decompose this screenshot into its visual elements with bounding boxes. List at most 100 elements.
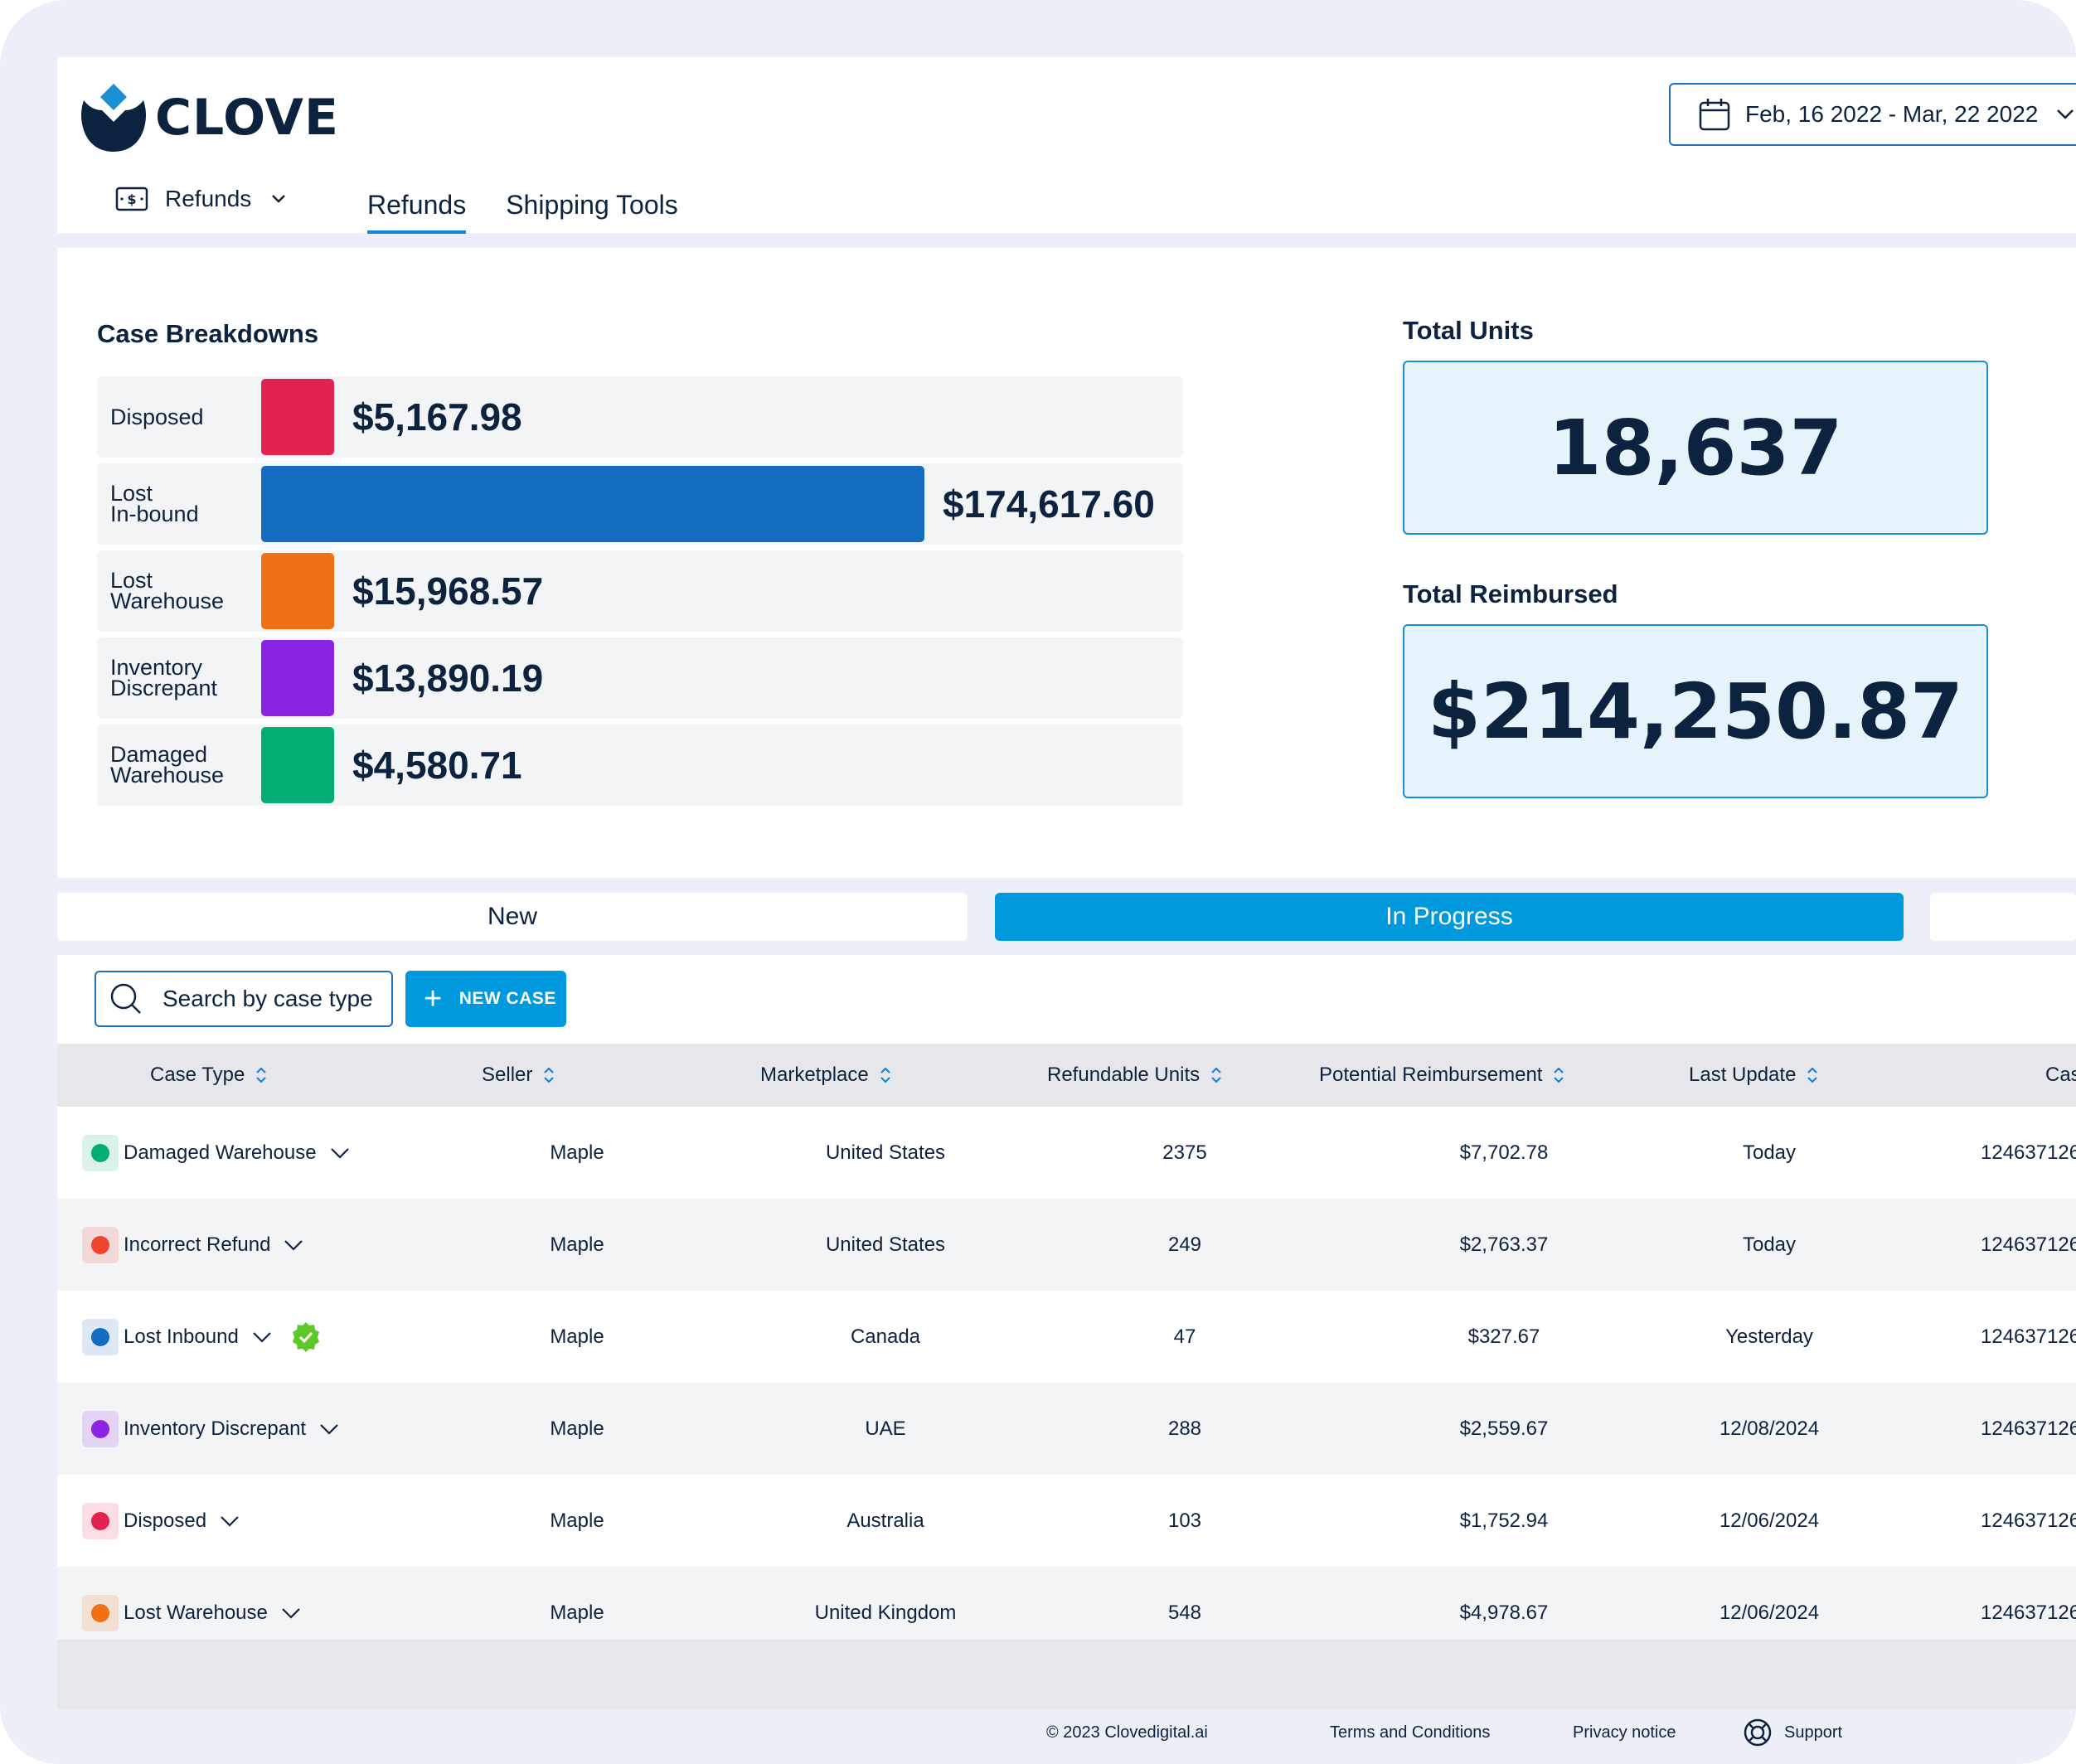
table-row[interactable]: Incorrect Refund Maple United States 249… [57, 1199, 2076, 1291]
terms-link[interactable]: Terms and Conditions [1330, 1723, 1491, 1742]
cell-seller: Maple [550, 1601, 604, 1624]
date-range-picker[interactable]: Feb, 16 2022 - Mar, 22 2022 [1669, 83, 2076, 146]
breakdown-value: $174,617.60 [943, 482, 1155, 526]
footer-copyright: © 2023 Clovedigital.ai [1046, 1718, 1208, 1747]
cell-case-type: Incorrect Refund [82, 1199, 303, 1291]
search-icon [110, 983, 141, 1014]
case-type-indicator [82, 1134, 119, 1171]
col-potential-reimbursement[interactable]: Potential Reimbursement [1319, 1044, 1565, 1107]
new-case-button[interactable]: + NEW CASE [405, 971, 566, 1027]
tab-new[interactable]: New [57, 893, 968, 941]
breakdown-bar [261, 727, 334, 803]
col-case-type[interactable]: Case Type [150, 1044, 268, 1107]
table-row[interactable]: Damaged Warehouse Maple United States 23… [57, 1107, 2076, 1199]
cell-marketplace: Canada [850, 1325, 921, 1348]
col-marketplace[interactable]: Marketplace [760, 1044, 892, 1107]
status-dot [91, 1603, 109, 1622]
cell-refundable-units: 47 [1173, 1325, 1196, 1348]
total-units-value: 18,637 [1403, 361, 1988, 535]
top-tabs: Refunds Shipping Tools [367, 190, 678, 234]
case-type-label: Disposed [124, 1509, 207, 1532]
summary-panel: Case Breakdowns Disposed $5,167.98 Lost … [57, 248, 2076, 878]
sort-icon [1807, 1067, 1818, 1083]
logo[interactable]: CLOVE [80, 82, 339, 153]
cell-potential-reimbursement: $7,702.78 [1459, 1141, 1549, 1164]
logo-text: CLOVE [155, 89, 339, 147]
case-type-label: Lost Warehouse [124, 1601, 268, 1624]
table-header: Case Type Seller Marketplace Refundable … [57, 1044, 2076, 1107]
cell-seller: Maple [550, 1141, 604, 1164]
breakdown-row-lost-warehouse: Lost Warehouse $15,968.57 [97, 550, 1183, 632]
tab-third[interactable] [1930, 893, 2076, 941]
breakdown-value: $4,580.71 [352, 744, 522, 787]
cell-case-type: Lost Warehouse [82, 1567, 301, 1659]
breakdown-row-lost-inbound: Lost In-bound $174,617.60 [97, 463, 1183, 545]
status-dot [91, 1327, 109, 1346]
cell-seller: Maple [550, 1509, 604, 1532]
case-type-label: Inventory Discrepant [124, 1417, 307, 1440]
total-reimbursed-value: $214,250.87 [1403, 624, 1988, 798]
search-input[interactable] [162, 986, 378, 1012]
search-box[interactable] [95, 971, 393, 1027]
plus-icon: + [424, 981, 443, 1016]
chevron-down-icon[interactable] [330, 1147, 350, 1159]
cases-table-panel: + NEW CASE Case Type Seller Marketplace … [57, 955, 2076, 1709]
cell-seller: Maple [550, 1233, 604, 1256]
cell-case-id: 124637126 [1981, 1325, 2076, 1348]
chevron-down-icon[interactable] [281, 1607, 301, 1619]
cell-case-type: Inventory Discrepant [82, 1383, 339, 1475]
table-row[interactable]: Disposed Maple Australia 103 $1,752.94 1… [57, 1475, 2076, 1567]
table-row[interactable]: Lost Inbound Maple Canada 47 $327.67 Yes… [57, 1291, 2076, 1383]
chevron-down-icon[interactable] [284, 1239, 303, 1251]
breakdown-label: Lost Warehouse [110, 568, 225, 613]
tab-in-progress[interactable]: In Progress [995, 893, 1904, 941]
footer-terms[interactable]: Terms and Conditions [1330, 1718, 1490, 1747]
cell-marketplace: Australia [846, 1509, 924, 1532]
breakdown-value: $15,968.57 [352, 569, 544, 613]
tab-refunds[interactable]: Refunds [367, 190, 467, 234]
table-footer [57, 1640, 2076, 1709]
col-last-update[interactable]: Last Update [1689, 1044, 1819, 1107]
app-header: CLOVE Feb, 16 2022 - Mar, 22 2022 $ Refu… [57, 57, 2076, 234]
breakdown-label: Lost In-bound [110, 481, 199, 526]
chevron-down-icon [272, 195, 286, 203]
table-row[interactable]: Inventory Discrepant Maple UAE 288 $2,55… [57, 1383, 2076, 1475]
col-label: Seller [482, 1064, 533, 1086]
cell-last-update: 12/06/2024 [1719, 1509, 1820, 1532]
copyright-text: © 2023 Clovedigital.ai [1046, 1723, 1208, 1742]
breakdown-bar [261, 553, 334, 629]
col-refundable-units[interactable]: Refundable Units [1047, 1044, 1223, 1107]
chevron-down-icon[interactable] [252, 1331, 272, 1343]
breakdown-bar [261, 466, 924, 542]
section-select-label: Refunds [165, 186, 252, 211]
privacy-link[interactable]: Privacy notice [1573, 1723, 1676, 1742]
total-units-title: Total Units [1403, 316, 1534, 345]
cell-refundable-units: 288 [1167, 1417, 1202, 1440]
breakdown-value: $13,890.19 [352, 657, 544, 700]
status-dot [91, 1143, 109, 1162]
tab-shipping-tools[interactable]: Shipping Tools [506, 190, 678, 220]
cell-refundable-units: 103 [1167, 1509, 1202, 1532]
cell-case-id: 124637126 [1981, 1509, 2076, 1532]
case-type-indicator [82, 1410, 119, 1447]
col-seller[interactable]: Seller [482, 1044, 555, 1107]
status-dot [91, 1235, 109, 1254]
section-select[interactable]: $ Refunds [115, 186, 286, 212]
svg-text:$: $ [127, 191, 136, 207]
breakdown-label: Damaged Warehouse [110, 742, 225, 788]
col-label: Case Type [150, 1064, 245, 1086]
footer-support[interactable]: Support [1743, 1718, 1842, 1747]
chevron-down-icon[interactable] [319, 1423, 339, 1435]
case-breakdowns-title: Case Breakdowns [97, 319, 319, 348]
footer-privacy[interactable]: Privacy notice [1573, 1718, 1676, 1747]
sort-icon [256, 1067, 267, 1083]
cell-last-update: Today [1742, 1141, 1797, 1164]
sort-icon [1554, 1067, 1564, 1083]
case-type-indicator [82, 1502, 119, 1539]
chevron-down-icon[interactable] [220, 1515, 240, 1527]
case-type-label: Damaged Warehouse [124, 1141, 317, 1164]
col-case-id[interactable]: Cas [2045, 1044, 2076, 1107]
cell-marketplace: United States [825, 1233, 946, 1256]
support-link[interactable]: Support [1784, 1723, 1843, 1742]
